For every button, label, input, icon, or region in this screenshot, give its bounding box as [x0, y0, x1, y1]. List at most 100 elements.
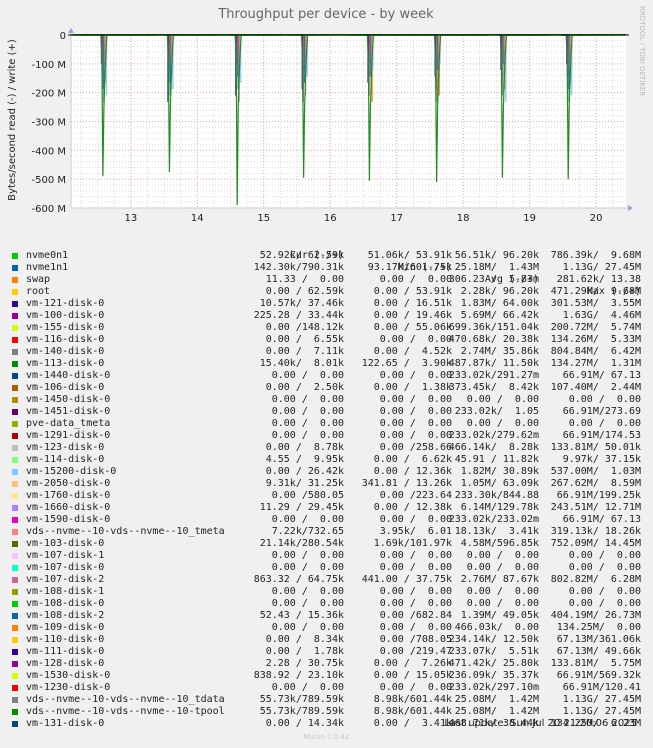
legend-max: 67.13M/361.06k [556, 634, 641, 645]
grid [71, 34, 626, 209]
legend-cur: 0.00 / 0.00 [271, 394, 344, 405]
legend-cur: 0.00 / 8.78k [265, 442, 344, 453]
legend-cur: 7.22k/732.65 [271, 526, 344, 537]
legend-name: vm-2050-disk-0 [26, 478, 111, 489]
legend-row: swap 11.33 / 0.00 0.00 / 0.00 306.23 / 5.83… [12, 274, 642, 286]
legend-min: 0.00 / 55.06k [373, 322, 452, 333]
legend-swatch [12, 625, 18, 631]
legend-min: 0.00 / 53.91k [373, 286, 452, 297]
legend-cur: 0.00 / 0.00 [271, 370, 344, 381]
legend-avg: 0.00 / 0.00 [466, 418, 539, 429]
legend-max: 802.82M/ 6.28M [550, 574, 641, 585]
legend-avg: 1.82M/ 30.89k [460, 466, 539, 477]
rrdtool-credit: RRDTOOL / TOBI OETIKER [638, 6, 646, 96]
legend-avg: 233.02k/233.02m [448, 514, 539, 525]
legend-cur: 11.29 / 29.45k [259, 502, 344, 513]
legend-row: vm-128-disk-0 2.28 / 30.75k 0.00 / 7.26k 47… [12, 658, 642, 670]
legend-avg: 45.91 / 11.82k [454, 454, 539, 465]
legend-name: vm-114-disk-0 [26, 454, 105, 465]
col-header-max: Max (-/+) [586, 286, 641, 297]
legend-cur: 0.00 / 0.00 [271, 598, 344, 609]
legend-name: nvme1n1 [26, 262, 69, 273]
legend-cur: 55.73k/789.59k [259, 694, 344, 705]
legend-max: 404.19M/ 26.73M [550, 610, 641, 621]
chart-title: Throughput per device - by week [217, 7, 434, 22]
legend-name: vds--nvme--10-vds--nvme--10-tpool [26, 706, 225, 717]
legend-min: 0.00 / 0.00 [379, 370, 452, 381]
legend-swatch [12, 613, 18, 619]
legend-avg: 234.14k/ 12.50k [448, 634, 539, 645]
col-header-avg: Avg (-/+) [484, 274, 539, 285]
legend-cur: 0.00 / 0.00 [271, 514, 344, 525]
legend-max: 786.39k/ 9.68M [550, 250, 641, 261]
legend-max: 752.09M/ 14.45M [550, 538, 641, 549]
legend-row: vm-110-disk-0 0.00 / 8.34k 0.00 /708.05 234… [12, 634, 642, 646]
legend-max: 0.00 / 0.00 [568, 598, 641, 609]
legend-swatch [12, 325, 18, 331]
legend-name: vm-107-disk-1 [26, 550, 105, 561]
legend-avg: 233.02k/ 1.05 [454, 406, 539, 417]
legend-cur: 0.00 /148.12k [265, 322, 344, 333]
legend-max: 1.13G/ 27.45M [562, 262, 641, 273]
legend-max: 107.40M/ 2.44M [550, 382, 641, 393]
legend-cur: 0.00 / 0.00 [271, 682, 344, 693]
legend-cur: 10.57k/ 37.46k [259, 298, 344, 309]
legend-swatch [12, 457, 18, 463]
legend-max: 134.27M/ 1.31M [550, 358, 641, 369]
legend-avg: 0.00 / 0.00 [466, 562, 539, 573]
legend-max: 0.00 / 0.00 [568, 586, 641, 597]
legend-swatch [12, 565, 18, 571]
y-axis-label: Bytes/second read (-) / write (+) [7, 39, 18, 201]
legend-cur: 55.73k/789.59k [259, 706, 344, 717]
legend-avg: 25.08M/ 1.42M [454, 706, 539, 717]
legend-avg: 56.51k/ 96.20k [454, 250, 539, 261]
legend-min: 0.00 / 15.05k [373, 670, 452, 681]
legend-max: 134.25M/ 6.23M [550, 718, 641, 729]
x-tick-label: 18 [457, 213, 470, 224]
legend-row: vm-108-disk-1 0.00 / 0.00 0.00 / 0.00 0.00 … [12, 586, 642, 598]
legend-avg: 306.23 / 5.83m [448, 274, 539, 285]
legend-name: vm-1760-disk-0 [26, 490, 111, 501]
legend-name: vm-108-disk-2 [26, 610, 105, 621]
legend-swatch [12, 265, 18, 271]
legend-min: 0.00 / 0.00 [379, 334, 452, 345]
legend-min: 0.00 / 0.00 [379, 514, 452, 525]
axes: 0 -100 M -200 M -300 M -400 M -500 M -600 M 13 1… [31, 28, 633, 224]
legend-cur: 0.00 / 0.00 [271, 586, 344, 597]
legend-swatch [12, 649, 18, 655]
legend-max: 66.91M/273.69 [562, 406, 641, 417]
legend-name: vm-1291-disk-0 [26, 430, 111, 441]
legend-avg: 0.00 / 0.00 [466, 394, 539, 405]
legend-cur: 0.00 / 0.00 [271, 562, 344, 573]
legend-row: vm-123-disk-0 0.00 / 8.78k 0.00 /258.66 466… [12, 442, 642, 454]
legend-min: 0.00 / 0.00 [379, 394, 452, 405]
legend-swatch [12, 661, 18, 667]
legend-row: vm-103-disk-0 21.14k/280.54k 1.69k/101.97k… [12, 538, 642, 550]
y-axis-arrow [68, 28, 74, 33]
legend-swatch [12, 397, 18, 403]
legend-min: 0.00 / 0.00 [379, 562, 452, 573]
legend-swatch [12, 349, 18, 355]
legend-cur: 11.33 / 0.00 [265, 274, 344, 285]
legend-avg: 487.87k/ 11.50k [448, 358, 539, 369]
legend-max: 66.91M/174.53 [562, 430, 641, 441]
legend-row: vm-131-disk-0 0.00 / 14.34k 0.00 / 3.41k 46… [12, 718, 642, 730]
legend-avg: 2.28k/ 96.20k [460, 286, 539, 297]
legend-max: 281.62k/ 13.38 [556, 274, 641, 285]
legend-max: 0.00 / 0.00 [568, 394, 641, 405]
legend-cur: 21.14k/280.54k [259, 538, 344, 549]
legend-swatch [12, 673, 18, 679]
legend-cur: 2.28 / 30.75k [265, 658, 344, 669]
legend-min: 0.00 / 16.51k [373, 298, 452, 309]
legend-name: vm-107-disk-0 [26, 562, 105, 573]
legend-min: 3.95k/ 6.01 [379, 526, 452, 537]
legend-avg: 233.02k/279.62m [448, 430, 539, 441]
legend-name: vm-1660-disk-0 [26, 502, 111, 513]
legend-min: 51.06k/ 53.91k [367, 250, 452, 261]
legend-max: 66.91M/ 67.13 [562, 514, 641, 525]
legend-min: 0.00 / 12.38k [373, 502, 452, 513]
legend-max: 1.63G/ 4.46M [562, 310, 641, 321]
legend-name: vm-123-disk-0 [26, 442, 105, 453]
x-tick-label: 13 [124, 213, 137, 224]
legend-cur: 0.00 / 0.00 [271, 550, 344, 561]
